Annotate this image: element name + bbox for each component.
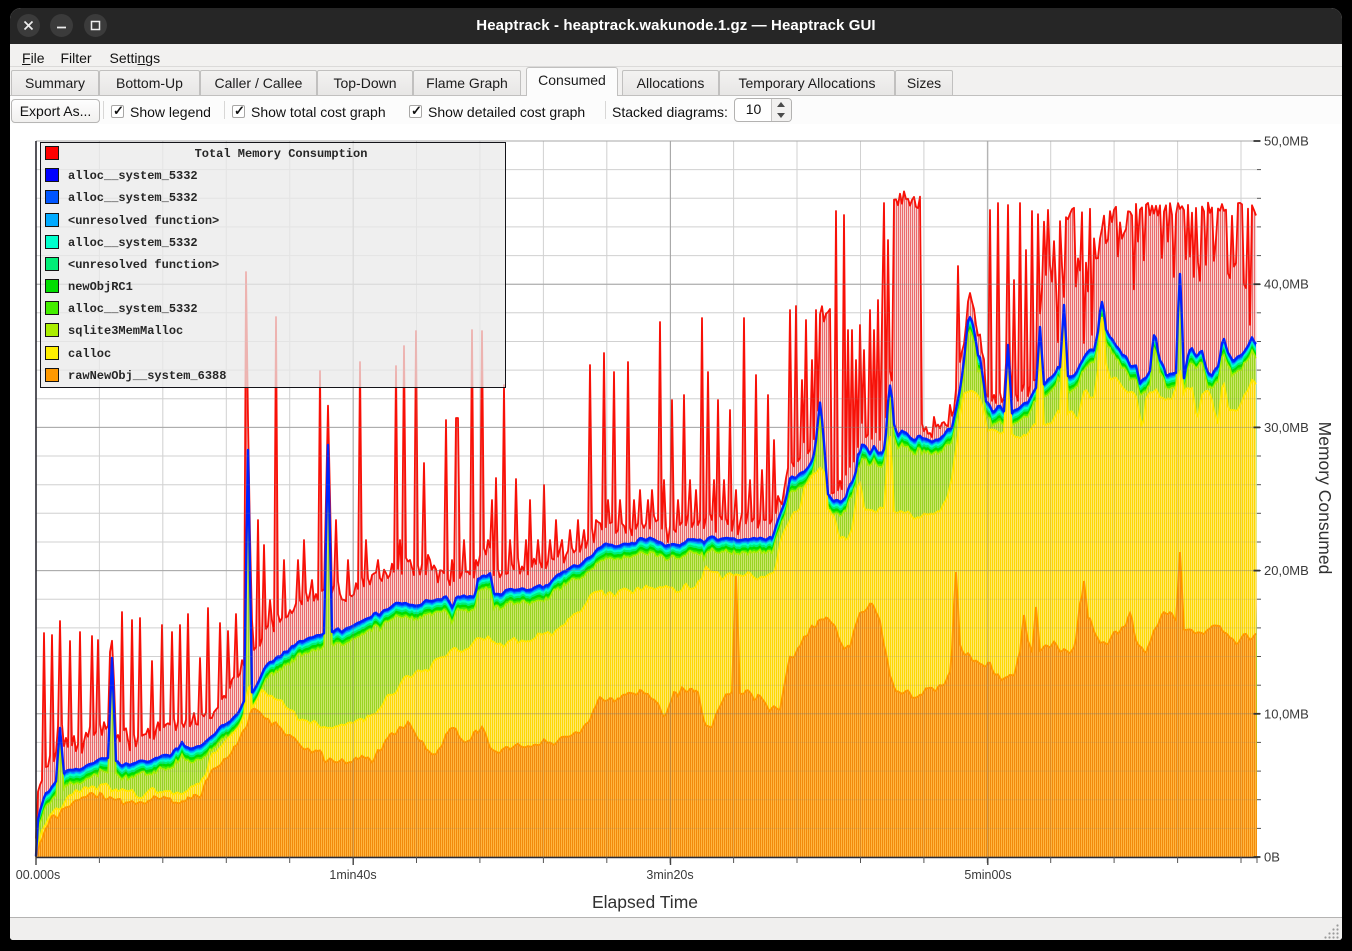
svg-text:40,0MB: 40,0MB — [1264, 277, 1309, 292]
svg-text:50,0MB: 50,0MB — [1264, 134, 1309, 149]
svg-text:Elapsed Time: Elapsed Time — [592, 892, 698, 912]
svg-text:1min40s: 1min40s — [329, 868, 376, 882]
svg-text:Memory Consumed: Memory Consumed — [1315, 422, 1335, 575]
svg-text:3min20s: 3min20s — [646, 868, 693, 882]
svg-text:20,0MB: 20,0MB — [1264, 563, 1309, 578]
svg-text:5min00s: 5min00s — [964, 868, 1011, 882]
svg-text:0B: 0B — [1264, 850, 1280, 865]
svg-text:00.000s: 00.000s — [16, 868, 60, 882]
svg-text:10,0MB: 10,0MB — [1264, 706, 1309, 721]
svg-text:30,0MB: 30,0MB — [1264, 420, 1309, 435]
